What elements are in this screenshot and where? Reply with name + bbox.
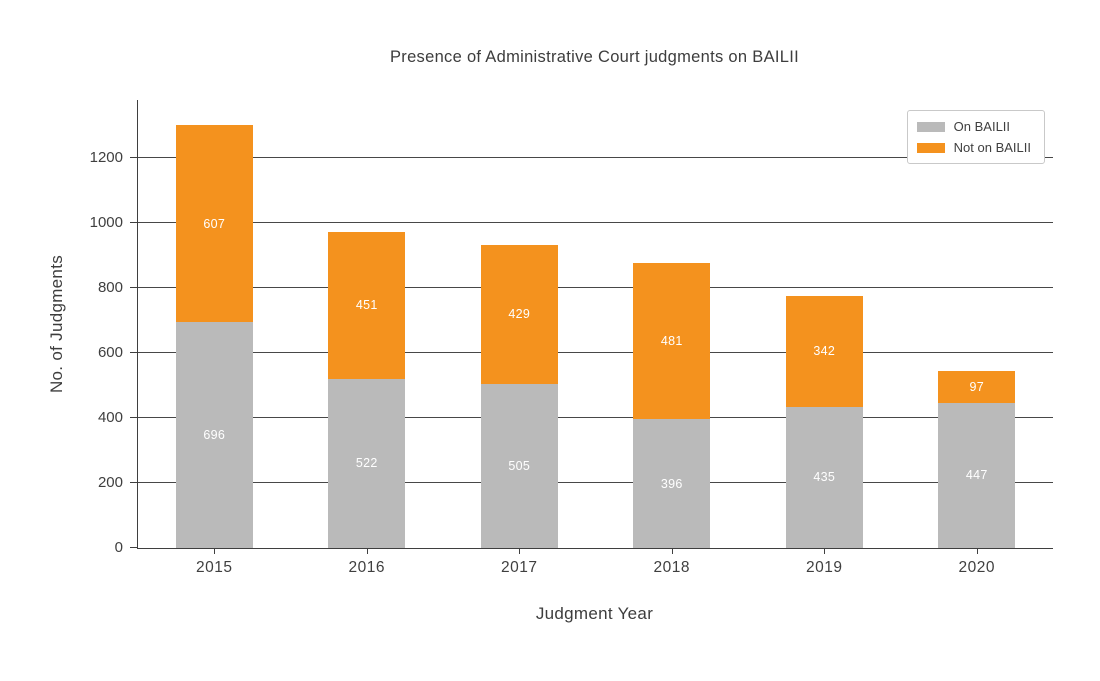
- x-tick: [519, 548, 521, 554]
- x-tick-label: 2016: [348, 559, 385, 576]
- legend-swatch-on-bailii: [916, 121, 945, 132]
- bar-segment-on-bailii: 435: [785, 406, 863, 548]
- legend-label-on-bailii: On BAILII: [953, 119, 1011, 134]
- y-tick-label: 800: [97, 279, 123, 297]
- x-tick: [214, 548, 216, 554]
- bar-value-label: 435: [813, 470, 836, 485]
- x-tick: [824, 548, 826, 554]
- y-tick: [130, 482, 138, 484]
- bar-segment-not-on-bailii: 451: [328, 232, 406, 379]
- legend-swatch-not-on-bailii: [916, 142, 945, 153]
- y-tick: [130, 157, 138, 159]
- bar-value-label: 396: [660, 476, 683, 491]
- chart-title: Presence of Administrative Court judgmen…: [389, 48, 800, 66]
- x-tick-label: 2015: [196, 559, 233, 576]
- y-tick-label: 0: [114, 539, 123, 556]
- bar-segment-on-bailii: 522: [328, 378, 406, 548]
- y-tick-label: 200: [97, 474, 123, 492]
- bar-segment-not-on-bailii: 607: [175, 125, 253, 323]
- legend-item-not-on-bailii: Not on BAILII: [916, 140, 1031, 155]
- bar-segment-on-bailii: 447: [938, 402, 1016, 548]
- x-tick: [671, 548, 673, 554]
- legend-label-not-on-bailii: Not on BAILII: [953, 140, 1031, 155]
- y-tick: [130, 417, 138, 419]
- plot-area: On BAILII Not on BAILII 0 200 400 600 800 100…: [90, 100, 1053, 576]
- y-tick-label: 400: [97, 409, 123, 427]
- bar-value-label: 97: [969, 380, 984, 395]
- y-tick: [130, 352, 138, 354]
- bar-segment-on-bailii: 696: [175, 322, 253, 548]
- bar-segment-not-on-bailii: 97: [938, 371, 1016, 403]
- x-tick-label: 2018: [653, 559, 690, 576]
- y-tick: [130, 547, 138, 548]
- bar-value-label: 696: [203, 428, 226, 443]
- bar-segment-on-bailii: 505: [480, 384, 558, 548]
- gridline: [138, 482, 1053, 484]
- bar-segment-not-on-bailii: 342: [785, 295, 863, 407]
- bar-value-label: 451: [355, 298, 378, 313]
- y-tick: [130, 287, 138, 289]
- bar-value-label: 342: [813, 344, 836, 359]
- y-axis-label: No. of Judgments: [47, 254, 66, 394]
- bar-value-label: 447: [965, 468, 988, 483]
- x-tick-label: 2019: [806, 559, 843, 576]
- legend: On BAILII Not on BAILII: [906, 110, 1045, 164]
- bar-segment-not-on-bailii: 481: [633, 263, 711, 420]
- bar-segment-not-on-bailii: 429: [480, 244, 558, 385]
- y-tick-label: 1000: [89, 214, 123, 232]
- x-axis-label: Judgment Year: [535, 604, 654, 623]
- x-tick-label: 2017: [501, 559, 538, 576]
- bar-value-label: 481: [660, 334, 683, 349]
- y-tick-label: 1200: [89, 149, 123, 167]
- bar-segment-on-bailii: 396: [633, 419, 711, 548]
- x-tick: [976, 548, 978, 554]
- bar-value-label: 522: [355, 456, 378, 471]
- legend-item-on-bailii: On BAILII: [916, 119, 1031, 134]
- y-tick-label: 600: [97, 344, 123, 362]
- bar-value-label: 505: [508, 459, 531, 474]
- x-tick: [366, 548, 368, 554]
- gridline: [138, 222, 1053, 224]
- bar-value-label: 429: [508, 307, 531, 322]
- x-tick-label: 2020: [958, 559, 995, 576]
- y-tick: [130, 222, 138, 224]
- bar-value-label: 607: [203, 216, 226, 231]
- gridline: [138, 352, 1053, 354]
- gridline: [138, 417, 1053, 419]
- gridline: [138, 157, 1053, 159]
- gridline: [138, 287, 1053, 289]
